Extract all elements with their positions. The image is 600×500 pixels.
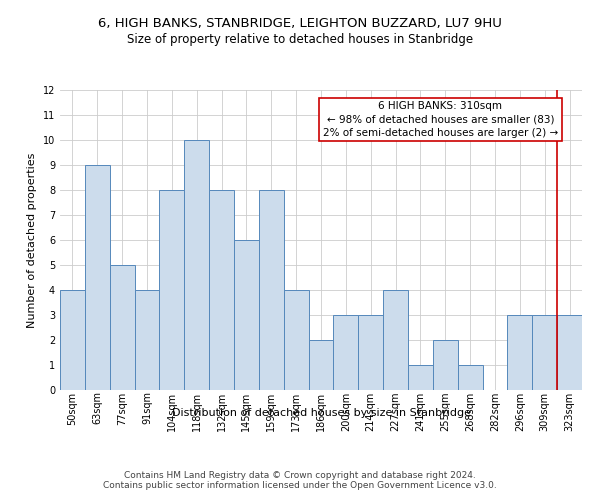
Bar — [110, 265, 134, 390]
Text: Distribution of detached houses by size in Stanbridge: Distribution of detached houses by size … — [172, 408, 470, 418]
Text: 6, HIGH BANKS, STANBRIDGE, LEIGHTON BUZZARD, LU7 9HU: 6, HIGH BANKS, STANBRIDGE, LEIGHTON BUZZ… — [98, 18, 502, 30]
Bar — [334, 315, 358, 390]
Bar — [85, 165, 110, 390]
Bar — [508, 315, 532, 390]
Text: Size of property relative to detached houses in Stanbridge: Size of property relative to detached ho… — [127, 32, 473, 46]
Bar — [284, 290, 308, 390]
Bar — [358, 315, 383, 390]
Bar — [532, 315, 557, 390]
Bar — [209, 190, 234, 390]
Bar — [383, 290, 408, 390]
Bar — [259, 190, 284, 390]
Text: 6 HIGH BANKS: 310sqm
← 98% of detached houses are smaller (83)
2% of semi-detach: 6 HIGH BANKS: 310sqm ← 98% of detached h… — [323, 101, 558, 138]
Text: Contains HM Land Registry data © Crown copyright and database right 2024.
Contai: Contains HM Land Registry data © Crown c… — [103, 470, 497, 490]
Bar — [408, 365, 433, 390]
Bar — [60, 290, 85, 390]
Bar — [134, 290, 160, 390]
Bar — [160, 190, 184, 390]
Y-axis label: Number of detached properties: Number of detached properties — [27, 152, 37, 328]
Bar — [458, 365, 482, 390]
Bar — [184, 140, 209, 390]
Bar — [433, 340, 458, 390]
Bar — [308, 340, 334, 390]
Bar — [557, 315, 582, 390]
Bar — [234, 240, 259, 390]
